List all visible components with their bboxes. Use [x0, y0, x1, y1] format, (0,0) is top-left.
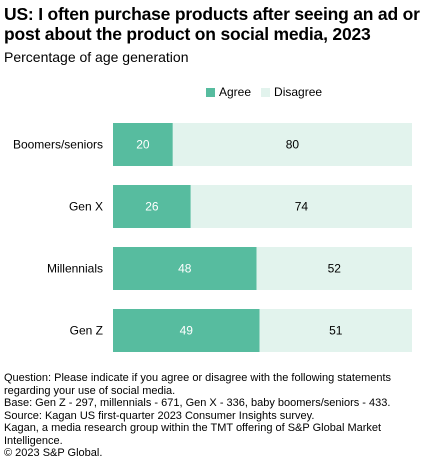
footer-line: Base: Gen Z - 297, millennials - 671, Ge…	[4, 397, 391, 409]
category-label: Boomers/seniors	[13, 138, 103, 152]
legend-item-agree: Agree	[206, 85, 251, 99]
footer-line: regarding your use of social media.	[4, 384, 176, 397]
footer-line: Question: Please indicate if you agree o…	[4, 372, 392, 384]
data-label-agree: 26	[145, 200, 159, 214]
bar-agree	[113, 247, 257, 290]
data-label-disagree: 74	[295, 200, 309, 214]
footer-line: Kagan, a media research group within the…	[4, 422, 382, 434]
chart-subtitle: Percentage of age generation	[4, 49, 189, 65]
category-label: Gen X	[69, 200, 103, 214]
data-label-disagree: 51	[329, 324, 343, 338]
legend: Agree Disagree	[206, 85, 332, 99]
data-label-disagree: 80	[286, 138, 300, 152]
bar-chart: Boomers/seniors 20 80 Gen X 26 74 Millennials 4…	[13, 123, 412, 352]
data-label-disagree: 52	[328, 262, 342, 276]
bar-disagree	[190, 185, 412, 228]
bar-agree	[113, 123, 173, 166]
bar-agree	[113, 185, 191, 228]
footer-line: © 2023 S&P Global.	[4, 447, 103, 459]
bar-disagree	[259, 309, 412, 352]
bar-agree	[113, 309, 260, 352]
category-label: Millennials	[47, 262, 103, 276]
bar-disagree	[256, 247, 412, 290]
legend-swatch-disagree	[261, 87, 271, 97]
legend-label-disagree: Disagree	[274, 85, 323, 99]
data-label-agree: 49	[180, 324, 194, 338]
legend-item-disagree: Disagree	[261, 85, 322, 99]
footer-line: Intelligence.	[4, 434, 63, 447]
bar-disagree	[172, 123, 412, 166]
data-label-agree: 48	[178, 262, 192, 276]
footer-notes: Question: Please indicate if you agree o…	[4, 372, 422, 460]
legend-label-agree: Agree	[219, 85, 252, 99]
chart-title: US: I often purchase products after seei…	[4, 4, 420, 44]
data-label-agree: 20	[136, 138, 150, 152]
category-label: Gen Z	[70, 324, 103, 338]
legend-swatch-agree	[206, 87, 215, 97]
footer-line: Source: Kagan US first-quarter 2023 Cons…	[4, 409, 315, 422]
